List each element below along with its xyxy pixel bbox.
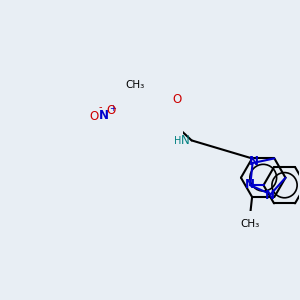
- Text: N: N: [249, 155, 259, 168]
- Text: O: O: [90, 110, 99, 123]
- Text: +: +: [109, 104, 116, 113]
- Text: CH₃: CH₃: [125, 80, 144, 90]
- Text: N: N: [181, 134, 190, 147]
- Text: H: H: [174, 136, 182, 146]
- Text: N: N: [265, 189, 275, 203]
- Text: O: O: [106, 104, 116, 117]
- Text: CH₃: CH₃: [240, 219, 260, 229]
- Text: N: N: [245, 178, 255, 191]
- Text: N: N: [99, 109, 109, 122]
- Text: -: -: [98, 102, 102, 112]
- Text: O: O: [172, 93, 181, 106]
